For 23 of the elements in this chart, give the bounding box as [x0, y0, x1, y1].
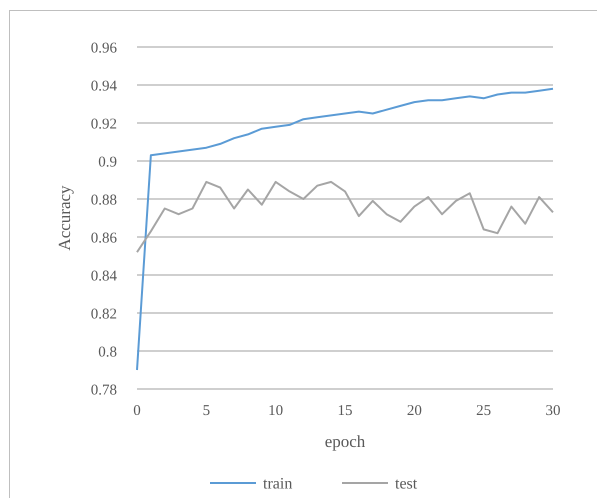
y-axis-title: Accuracy: [55, 184, 74, 251]
y-tick-label: 0.82: [90, 306, 117, 322]
y-tick-label: 0.8: [98, 344, 117, 360]
x-tick-label: 20: [406, 403, 422, 419]
x-tick-label: 10: [268, 403, 284, 419]
x-tick-label: 0: [133, 403, 141, 419]
y-tick-label: 0.94: [90, 78, 118, 94]
line-series: [136, 88, 554, 371]
line-series: [136, 180, 554, 254]
x-axis-title: epoch: [324, 432, 366, 451]
y-tick-label: 0.88: [90, 192, 117, 208]
x-tick-label: 15: [338, 403, 352, 419]
y-tick-label: 0.9: [98, 154, 117, 170]
y-tick-label: 0.78: [90, 382, 117, 398]
legend-label: test: [395, 476, 418, 493]
x-tick-label: 25: [476, 403, 492, 419]
x-tick-label: 5: [202, 403, 210, 419]
y-tick-label: 0.86: [90, 230, 118, 246]
y-tick-label: 0.84: [90, 268, 118, 284]
x-tick-label: 30: [546, 403, 560, 419]
legend-label: train: [263, 476, 292, 493]
y-tick-label: 0.96: [90, 40, 118, 56]
y-tick-label: 0.92: [90, 116, 117, 132]
